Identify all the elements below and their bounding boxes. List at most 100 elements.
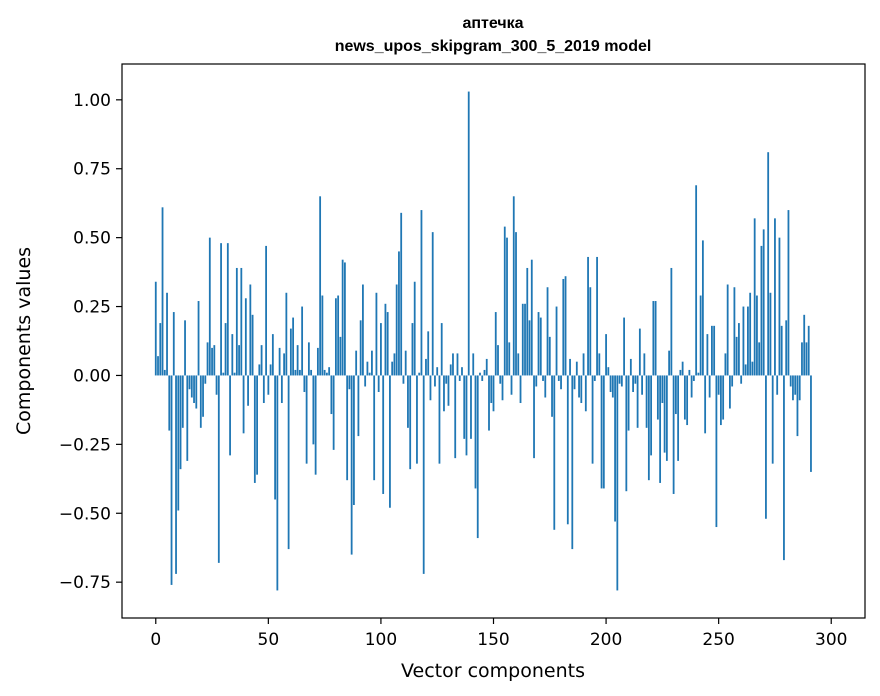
bar: [711, 325, 713, 376]
bar: [492, 375, 495, 412]
bar: [298, 369, 301, 376]
bar: [692, 375, 695, 381]
bar: [578, 375, 580, 398]
bar: [483, 369, 486, 376]
bar: [729, 375, 731, 409]
bar: [393, 353, 396, 376]
bar: [573, 375, 576, 390]
bar: [353, 375, 355, 505]
bar: [425, 358, 427, 376]
bar: [427, 331, 430, 376]
bar: [163, 369, 166, 376]
bar: [445, 375, 448, 384]
x-tick-label: 50: [258, 630, 280, 650]
bar: [593, 375, 596, 381]
y-tick-label: −0.50: [59, 504, 111, 524]
bar: [519, 375, 522, 404]
bar: [213, 345, 216, 376]
y-tick-label: 0.25: [73, 298, 111, 318]
bar: [231, 334, 234, 376]
bar: [517, 353, 520, 376]
bar: [650, 375, 653, 456]
bar: [197, 301, 200, 376]
bar: [188, 375, 191, 390]
bar: [600, 375, 603, 489]
bar: [256, 375, 258, 475]
bar: [204, 375, 207, 384]
bar: [654, 301, 657, 376]
chart-subtitle: news_upos_skipgram_300_5_2019 model: [335, 38, 652, 55]
y-tick-label: 0.00: [73, 366, 111, 386]
bar: [751, 361, 754, 376]
bar: [512, 196, 515, 376]
y-axis-label: Components values: [13, 247, 35, 435]
bar: [627, 375, 630, 431]
bar: [722, 375, 725, 420]
bar: [222, 372, 225, 376]
bar: [166, 292, 168, 376]
bar: [283, 353, 286, 376]
bar: [641, 375, 643, 395]
bar: [555, 306, 558, 376]
bar: [551, 375, 553, 417]
bar: [249, 284, 252, 376]
bar: [598, 353, 601, 376]
bar: [179, 375, 182, 470]
bar: [229, 375, 231, 456]
bar: [647, 375, 650, 481]
bar: [285, 292, 288, 376]
bar: [515, 232, 517, 376]
bar: [769, 292, 772, 376]
bar: [490, 375, 493, 404]
bar: [760, 245, 763, 376]
bar: [533, 375, 535, 459]
bar: [386, 312, 389, 376]
bar: [747, 306, 749, 376]
bar: [296, 345, 299, 376]
bar: [235, 267, 238, 376]
bar: [681, 361, 684, 376]
bar: [418, 372, 421, 376]
bar: [785, 320, 788, 376]
bar: [411, 323, 414, 376]
bar: [220, 243, 222, 376]
bar: [395, 284, 398, 376]
bar: [670, 267, 673, 376]
bar: [665, 375, 668, 461]
bar: [337, 295, 340, 376]
bar: [758, 342, 761, 376]
bar: [720, 375, 722, 426]
bar: [731, 375, 734, 387]
bar: [481, 375, 484, 381]
bar: [380, 323, 382, 376]
bar: [341, 259, 344, 376]
bar: [193, 375, 195, 404]
bar: [706, 334, 709, 376]
bar: [701, 240, 704, 376]
bar: [539, 317, 542, 376]
bar: [803, 314, 806, 376]
bar: [742, 306, 745, 376]
bar: [605, 334, 607, 376]
bar: [247, 375, 249, 406]
bar: [465, 375, 468, 456]
bar: [656, 375, 659, 420]
bar: [319, 196, 322, 376]
bar: [443, 375, 445, 412]
x-tick-label: 150: [477, 630, 509, 650]
bar: [377, 375, 380, 392]
bar: [359, 320, 362, 376]
bar: [303, 375, 306, 392]
bar: [575, 361, 578, 376]
bar: [508, 342, 511, 376]
bar: [269, 364, 272, 376]
bar: [528, 320, 531, 376]
bar: [485, 358, 488, 376]
bar: [456, 353, 459, 376]
bar: [310, 369, 313, 376]
bar: [776, 375, 779, 395]
bar: [251, 314, 254, 376]
bar: [634, 375, 637, 384]
bar: [566, 375, 569, 525]
